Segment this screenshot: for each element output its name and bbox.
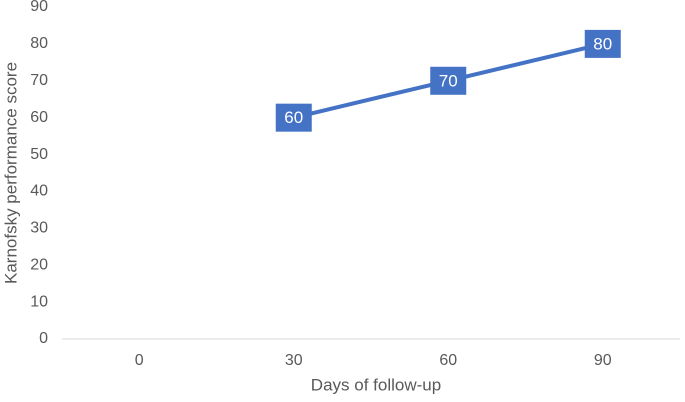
y-tick-label: 0 bbox=[39, 330, 48, 347]
x-tick-label: 90 bbox=[594, 352, 612, 369]
y-tick-label: 10 bbox=[30, 293, 48, 310]
data-label-box bbox=[430, 66, 467, 95]
data-label-box bbox=[275, 103, 312, 132]
data-label: 70 bbox=[439, 71, 458, 90]
x-tick-label: 30 bbox=[285, 352, 303, 369]
x-axis-label: Days of follow-up bbox=[311, 375, 441, 394]
data-label: 60 bbox=[284, 108, 303, 127]
y-tick-label: 60 bbox=[30, 109, 48, 126]
y-tick-label: 30 bbox=[30, 220, 48, 237]
y-tick-label: 70 bbox=[30, 72, 48, 89]
y-tick-label: 40 bbox=[30, 183, 48, 200]
y-axis-label: Karnofsky performance score bbox=[1, 62, 20, 284]
y-tick-label: 50 bbox=[30, 146, 48, 163]
y-tick-label: 20 bbox=[30, 256, 48, 273]
y-tick-label: 80 bbox=[30, 35, 48, 52]
y-tick-label: 90 bbox=[30, 0, 48, 15]
data-label-box bbox=[584, 29, 621, 58]
data-label: 80 bbox=[593, 34, 612, 53]
x-tick-label: 60 bbox=[439, 352, 457, 369]
x-tick-label: 0 bbox=[135, 352, 144, 369]
